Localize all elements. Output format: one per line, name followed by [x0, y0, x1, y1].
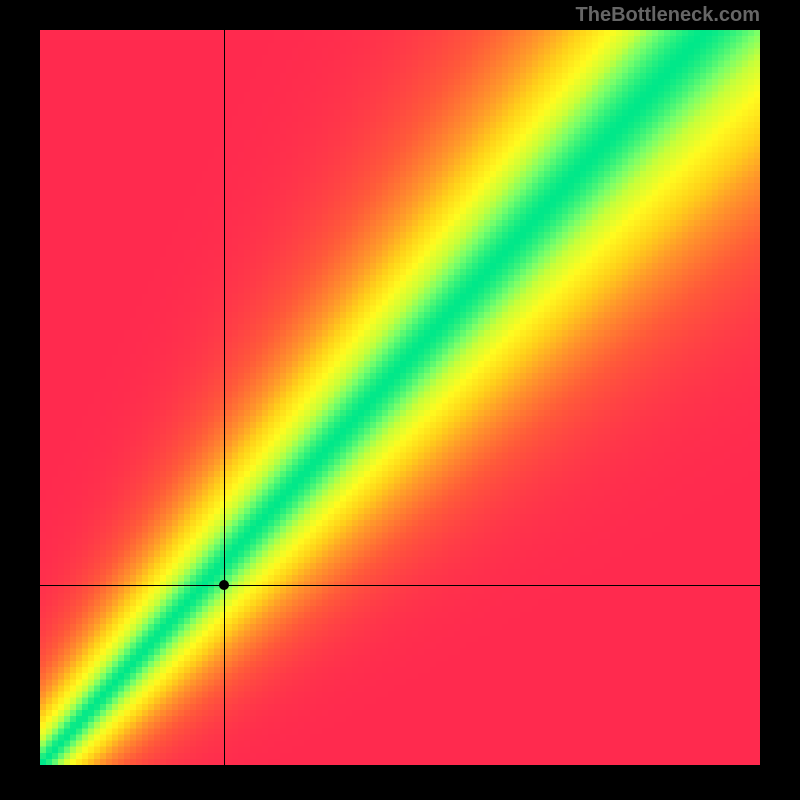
- heatmap-canvas: [40, 30, 760, 765]
- crosshair-vertical: [224, 30, 225, 765]
- current-config-marker: [219, 580, 229, 590]
- bottleneck-heatmap: [40, 30, 760, 765]
- crosshair-horizontal: [40, 585, 760, 586]
- watermark-text: TheBottleneck.com: [576, 4, 760, 27]
